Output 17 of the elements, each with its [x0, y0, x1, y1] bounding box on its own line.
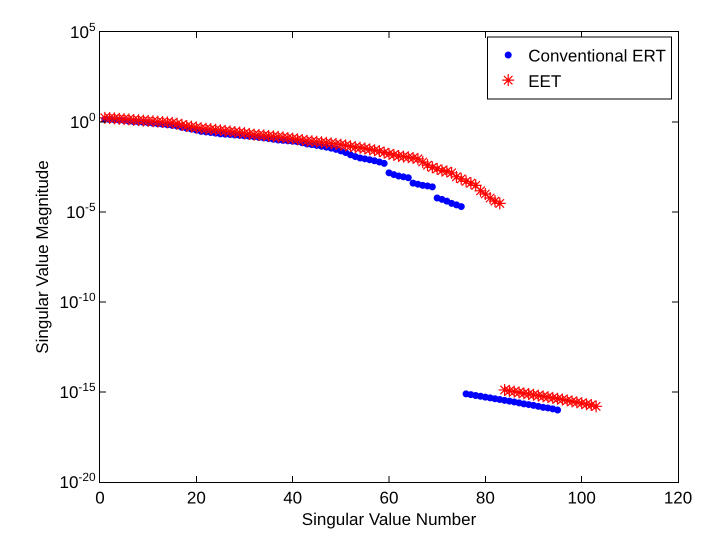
- y-tick-label: 10$^{0}$: [70, 110, 96, 132]
- x-tick-label: 0: [95, 488, 105, 508]
- legend-label: Conventional ERT: [528, 46, 666, 66]
- x-tick-label: 20: [186, 488, 206, 508]
- y-tick-label: 10$^{-5}$: [66, 200, 96, 222]
- y-tick-label: 10$^{5}$: [70, 20, 96, 42]
- x-tick-label: 120: [664, 488, 692, 508]
- x-axis-title: Singular Value Number: [302, 510, 477, 529]
- y-tick-label: 10$^{-20}$: [59, 470, 96, 492]
- x-tick-label: 40: [283, 488, 302, 508]
- x-tick-label: 100: [567, 488, 596, 508]
- legend-label: EET: [528, 72, 562, 91]
- y-tick-label: 10$^{-10}$: [59, 290, 96, 312]
- y-tick-label: 10$^{-15}$: [59, 380, 96, 402]
- x-tick-label: 80: [476, 488, 495, 508]
- x-tick-label: 60: [380, 488, 398, 508]
- y-axis-title: Singular Value Magnitude: [33, 160, 52, 354]
